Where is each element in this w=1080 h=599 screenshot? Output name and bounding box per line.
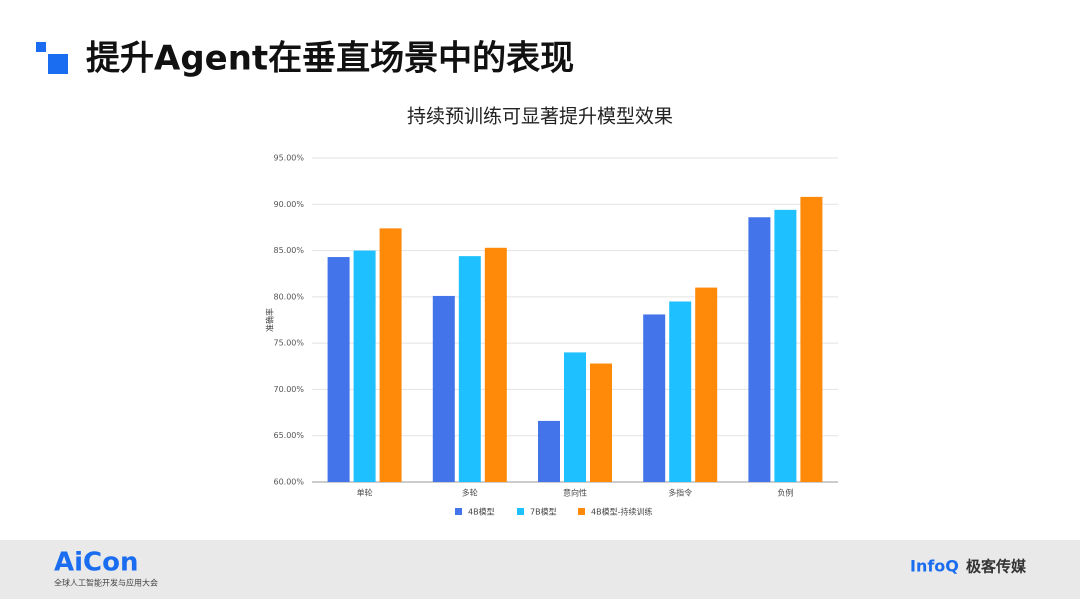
y-tick-label: 80.00% — [273, 292, 304, 301]
bar — [538, 420, 560, 482]
bar — [432, 295, 455, 482]
x-tick-label: 多指令 — [668, 488, 692, 498]
legend-swatch — [517, 508, 524, 515]
footer-text: 极客传媒 — [966, 558, 1027, 576]
bar — [458, 256, 481, 482]
bar — [643, 314, 666, 482]
footer-logo: AiCon — [54, 548, 139, 578]
slide-title: 提升Agent在垂直场景中的表现 — [86, 39, 574, 79]
y-tick-label: 95.00% — [273, 154, 304, 163]
y-tick-label: 60.00% — [273, 478, 304, 487]
bar — [327, 257, 350, 482]
bar — [669, 301, 692, 482]
chart-title: 持续预训练可显著提升模型效果 — [407, 106, 673, 128]
bar — [379, 228, 402, 482]
y-tick-label: 90.00% — [273, 200, 304, 209]
y-tick-label: 70.00% — [273, 385, 304, 394]
x-tick-label: 意向性 — [563, 488, 587, 498]
x-tick-label: 单轮 — [357, 488, 373, 498]
bar — [590, 363, 612, 482]
y-tick-label: 65.00% — [273, 431, 304, 440]
x-tick-label: 多轮 — [462, 488, 478, 498]
legend-label: 7B模型 — [530, 507, 557, 517]
bar — [774, 209, 797, 482]
x-tick-label: 负例 — [777, 488, 793, 498]
bar — [353, 250, 376, 482]
icon — [48, 54, 68, 74]
footer-subtitle: 全球人工智能开发与应用大会 — [54, 578, 158, 588]
legend-label: 4B模型-持续训练 — [591, 507, 652, 517]
chart: 60.00% 65.00% 70.00% 75.00% 80.00% 85.00% 90.0… — [273, 154, 838, 517]
y-tick-label: 75.00% — [273, 339, 304, 348]
bar — [695, 287, 718, 482]
bar — [564, 352, 586, 482]
legend-label: 4B模型 — [468, 507, 495, 517]
bar — [484, 247, 507, 482]
bar — [800, 196, 823, 482]
footer-logo: InfoQ — [910, 557, 959, 576]
footer — [0, 540, 1080, 599]
legend-swatch — [578, 508, 585, 515]
legend-swatch — [455, 508, 462, 515]
icon — [36, 42, 46, 52]
y-tick-label: 85.00% — [273, 246, 304, 255]
y-axis-label: 准确率 — [265, 308, 275, 332]
bar — [748, 217, 771, 482]
